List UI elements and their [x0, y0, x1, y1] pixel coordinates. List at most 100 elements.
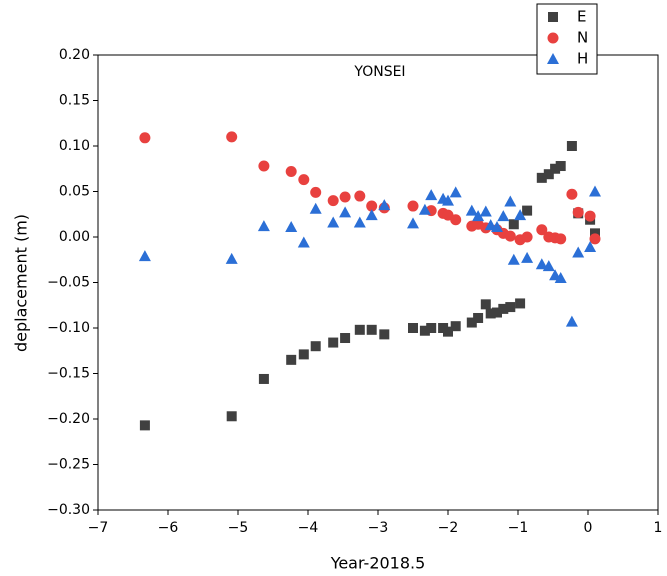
y-tick-label: −0.05: [47, 275, 90, 291]
point: [418, 203, 431, 215]
x-tick-label: −5: [228, 520, 249, 536]
point: [480, 299, 491, 310]
point: [550, 163, 561, 174]
legend-label: H: [577, 50, 588, 68]
point: [138, 250, 151, 262]
point: [328, 337, 339, 348]
point: [378, 199, 391, 211]
point: [507, 253, 520, 265]
y-tick-label: 0.10: [59, 138, 90, 154]
point: [542, 260, 555, 272]
point: [515, 298, 526, 309]
point: [310, 186, 322, 198]
point: [419, 325, 430, 336]
legend-marker: [548, 12, 558, 22]
point: [353, 216, 366, 228]
point: [340, 333, 351, 344]
point: [514, 209, 527, 221]
point: [297, 236, 310, 248]
point: [258, 373, 269, 384]
x-tick-label: −2: [438, 520, 459, 536]
point: [425, 189, 438, 201]
point: [584, 210, 596, 222]
point: [566, 188, 578, 200]
point: [226, 411, 237, 422]
legend-label: E: [577, 8, 586, 26]
point: [572, 246, 585, 258]
point: [365, 209, 378, 221]
chart-title: YONSEI: [353, 64, 405, 80]
x-tick-label: −4: [298, 520, 319, 536]
point: [473, 312, 484, 323]
point: [257, 220, 270, 232]
point: [589, 233, 601, 245]
point: [498, 303, 509, 314]
point: [450, 214, 462, 226]
y-tick-label: −0.10: [47, 320, 90, 336]
point: [554, 271, 567, 283]
point: [443, 326, 453, 337]
point: [327, 216, 340, 228]
point: [450, 321, 461, 332]
y-tick-label: 0.15: [59, 93, 90, 109]
legend-label: N: [577, 29, 588, 47]
y-tick-label: −0.25: [47, 457, 90, 473]
point: [339, 191, 351, 203]
point: [543, 169, 554, 180]
point: [536, 172, 547, 183]
x-tick-label: −3: [368, 520, 389, 536]
point: [258, 160, 270, 172]
point: [426, 323, 437, 333]
point: [327, 195, 339, 207]
x-tick-label: −6: [158, 520, 179, 536]
plot-frame: [97, 54, 659, 511]
point: [535, 258, 548, 270]
point: [226, 131, 238, 143]
point: [521, 251, 534, 263]
point: [286, 354, 297, 365]
x-tick-label: −1: [508, 520, 529, 536]
point: [479, 205, 492, 217]
y-tick-label: 0.00: [59, 229, 90, 245]
point: [505, 302, 516, 313]
point: [339, 206, 352, 218]
point: [508, 219, 519, 230]
x-tick-label: 0: [584, 520, 593, 536]
point: [285, 220, 298, 232]
point: [555, 161, 566, 172]
y-tick-label: 0.20: [59, 47, 90, 63]
point: [298, 174, 310, 186]
point: [566, 141, 577, 151]
point: [310, 341, 321, 352]
point: [572, 206, 584, 218]
x-tick-label: −7: [88, 520, 109, 536]
y-tick-label: −0.20: [47, 411, 90, 427]
y-tick-label: −0.30: [47, 502, 90, 518]
point: [504, 195, 517, 207]
point: [366, 324, 377, 335]
point: [407, 217, 419, 229]
point: [285, 165, 297, 177]
point: [139, 132, 151, 144]
x-axis-label: Year-2018.5: [330, 554, 426, 573]
point: [354, 324, 365, 335]
point: [589, 185, 601, 197]
point: [354, 190, 366, 202]
point: [491, 220, 503, 232]
x-tick-label: 1: [654, 520, 663, 536]
y-axis-label: deplacement (m): [12, 214, 31, 352]
point: [522, 205, 533, 216]
point: [466, 317, 477, 328]
y-tick-label: 0.05: [59, 184, 90, 200]
point: [472, 210, 485, 222]
point: [565, 315, 578, 327]
point: [504, 230, 516, 242]
point: [407, 200, 419, 212]
point: [309, 202, 322, 214]
point: [442, 194, 454, 206]
y-tick-label: −0.15: [47, 366, 90, 382]
point: [225, 252, 238, 264]
point: [497, 210, 510, 222]
point: [485, 308, 496, 319]
